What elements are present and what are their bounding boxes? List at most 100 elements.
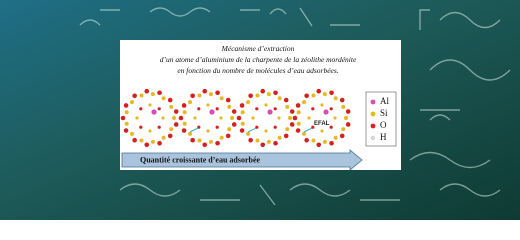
atom — [302, 100, 307, 105]
chalk-scribbles — [79, 7, 511, 206]
legend-dot — [370, 123, 376, 129]
atom — [157, 125, 161, 129]
atom — [333, 116, 337, 120]
page: {"caption": {"lines": ["Mécanisme d’extr… — [0, 0, 520, 220]
atom — [316, 142, 322, 148]
atom — [132, 93, 137, 99]
atom — [161, 96, 166, 101]
atom — [188, 100, 193, 105]
atom — [139, 138, 144, 143]
atom — [295, 103, 301, 108]
atom — [248, 93, 253, 99]
atom — [320, 103, 324, 107]
atom — [239, 103, 245, 108]
atom — [215, 90, 220, 96]
atom — [215, 125, 219, 129]
atom — [208, 139, 213, 144]
atom — [219, 116, 223, 120]
atom — [124, 121, 129, 126]
atom — [231, 109, 237, 114]
legend-label: H — [380, 132, 387, 142]
atom — [130, 131, 135, 136]
atom — [277, 96, 282, 101]
atom — [311, 138, 316, 143]
atom — [123, 128, 129, 133]
atom — [219, 135, 224, 140]
atom — [169, 127, 174, 132]
atom — [225, 97, 231, 103]
atom — [292, 115, 298, 121]
atom — [230, 116, 234, 120]
caption-line: en fonction du nombre de molécules d’eau… — [177, 66, 338, 75]
atom — [157, 90, 162, 96]
atom — [178, 115, 184, 121]
atom — [124, 110, 129, 115]
atom — [255, 93, 260, 98]
atom — [273, 140, 278, 146]
atom — [295, 128, 301, 133]
atom — [322, 139, 327, 144]
legend-label: Si — [380, 108, 388, 118]
atom — [333, 135, 338, 140]
atom — [151, 109, 157, 115]
atom — [208, 92, 213, 97]
atom — [167, 133, 173, 139]
atom — [246, 100, 251, 105]
atom — [139, 125, 143, 129]
atom — [157, 140, 162, 146]
atom — [239, 128, 245, 133]
atom — [248, 137, 253, 143]
arrow-label: Quantité croissante d’eau adsorbée — [140, 155, 261, 164]
atom — [316, 88, 322, 94]
atom — [197, 107, 201, 111]
atom — [341, 104, 346, 109]
atom — [231, 122, 237, 127]
caption-line: Mécanisme d’extraction — [221, 44, 295, 53]
atom — [247, 127, 257, 133]
atom — [135, 116, 139, 120]
atom — [148, 103, 152, 107]
atom — [150, 139, 155, 144]
atom — [255, 107, 259, 111]
atom — [277, 116, 281, 120]
atom — [227, 127, 232, 132]
atom — [150, 92, 155, 97]
atom — [260, 88, 266, 94]
atom — [169, 104, 174, 109]
atom — [182, 110, 187, 115]
efal-label: EFAL — [314, 121, 330, 127]
atom — [273, 107, 277, 111]
atom — [227, 104, 232, 109]
atom — [322, 92, 327, 97]
atom — [323, 109, 329, 115]
atom — [182, 121, 187, 126]
atom — [311, 125, 315, 129]
atom — [161, 116, 165, 120]
atom — [240, 121, 245, 126]
atom — [320, 129, 324, 133]
atom — [173, 109, 179, 114]
atom — [283, 97, 289, 103]
atom — [311, 107, 315, 111]
atom — [197, 125, 201, 129]
atom — [123, 103, 129, 108]
atom — [190, 137, 195, 143]
atom — [333, 96, 338, 101]
atom — [283, 133, 289, 139]
atom — [188, 131, 193, 136]
atom — [215, 107, 219, 111]
atom — [255, 125, 259, 129]
zeolite-structures — [120, 88, 351, 148]
atom — [303, 127, 313, 133]
atom — [329, 90, 334, 96]
legend-dot — [370, 99, 376, 105]
atom — [260, 142, 266, 148]
atom — [209, 109, 215, 115]
atom — [289, 109, 295, 114]
atom — [132, 137, 137, 143]
atom — [277, 135, 282, 140]
atom — [266, 92, 271, 97]
atom — [215, 140, 220, 146]
atom — [144, 88, 150, 94]
atom — [345, 122, 351, 127]
